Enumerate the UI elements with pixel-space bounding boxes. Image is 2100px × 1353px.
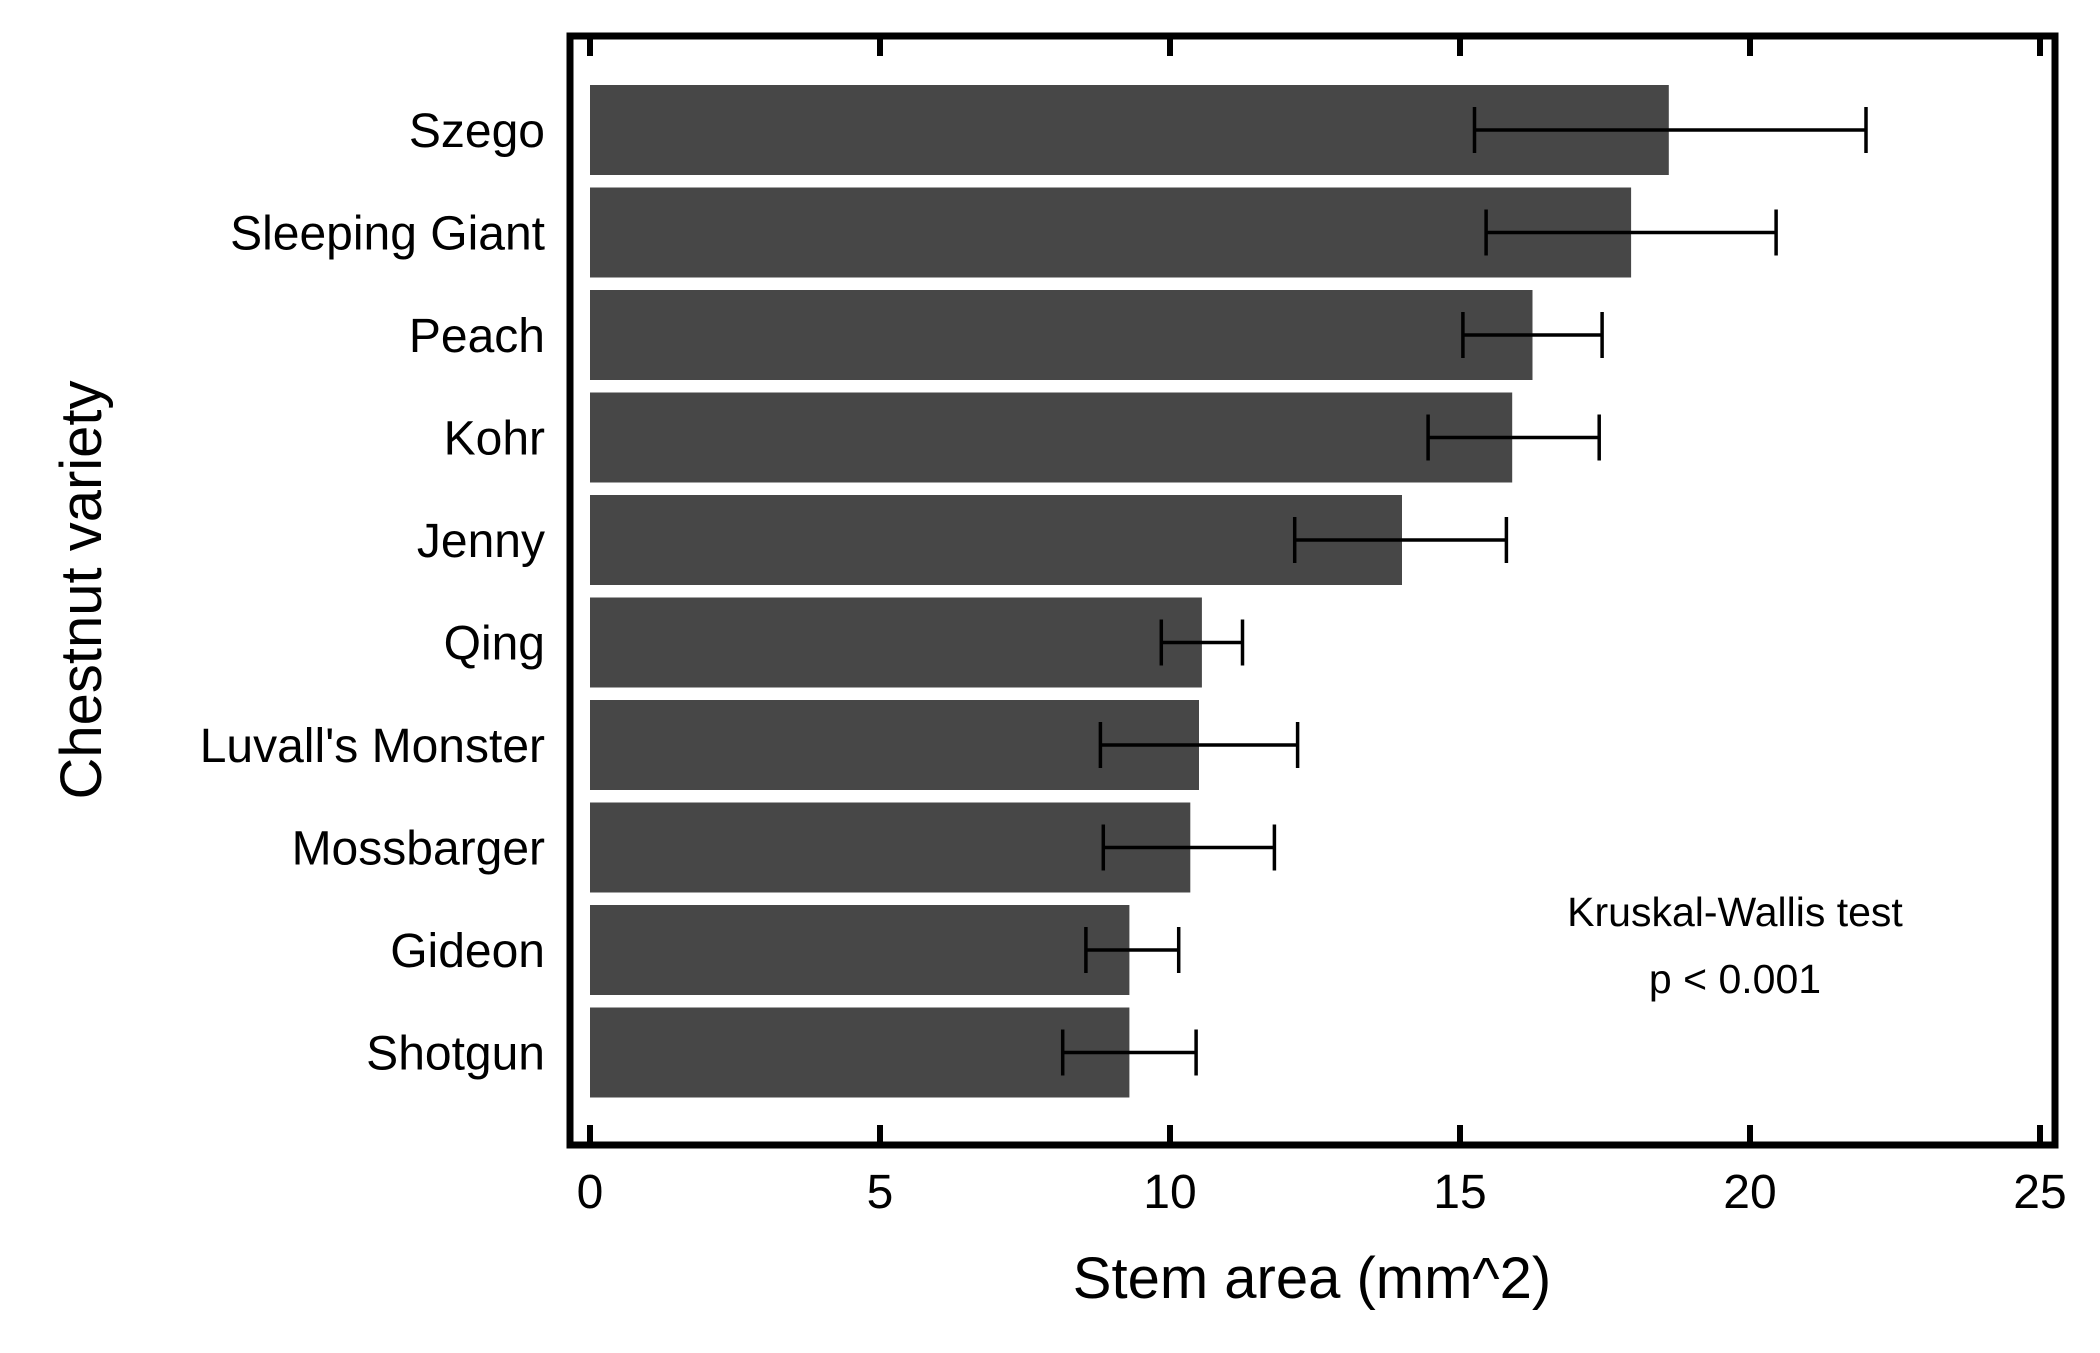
error-bar-gideon [1084,927,1181,973]
bar-peach [590,290,1533,380]
category-label-sleeping-giant: Sleeping Giant [230,208,545,261]
test-annotation-line-1: Kruskal-Wallis test [1567,889,1903,935]
category-label-shotgun: Shotgun [366,1028,545,1081]
error-bar-sleeping-giant [1484,209,1778,256]
bar-shotgun [590,1007,1130,1098]
category-label-szego: Szego [409,105,545,158]
error-bar-qing [1159,619,1245,666]
x-tick-label-25: 25 [2013,1166,2066,1219]
x-tick-label-5: 5 [867,1166,894,1219]
category-label-kohr: Kohr [444,413,545,466]
bar-luvall-s-monster [590,700,1199,790]
x-axis-ticks: 0 5 10 15 20 25 [577,39,2067,1219]
x-tick-label-10: 10 [1143,1166,1196,1219]
category-label-gideon: Gideon [390,925,545,978]
plot-frame [566,32,2059,1149]
x-tick-label-0: 0 [577,1166,604,1219]
category-label-jenny: Jenny [417,515,545,568]
error-bar-mossbarger [1101,824,1277,871]
error-bar-jenny [1292,517,1509,563]
error-bar-shotgun [1060,1029,1198,1076]
category-label-peach: Peach [409,310,545,363]
error-bar-peach [1461,312,1604,358]
x-axis-title: Stem area (mm^2) [1073,1246,1551,1311]
y-axis-title: Chestnut variety [49,380,114,799]
category-label-qing: Qing [444,618,545,671]
error-bars [1060,107,1868,1076]
bar-mossbarger [590,802,1191,893]
error-bar-luvall-s-monster [1098,722,1300,768]
error-bar-szego [1472,107,1868,153]
error-bar-kohr [1426,414,1601,461]
bar-jenny [590,495,1402,585]
bars [590,85,1669,1098]
category-label-mossbarger: Mossbarger [292,823,545,876]
bar-qing [590,597,1202,688]
test-annotation-line-2: p < 0.001 [1649,956,1821,1002]
category-labels: Szego Sleeping Giant Peach Kohr Jenny Qing Luv… [200,105,545,1081]
x-tick-label-15: 15 [1433,1166,1486,1219]
bar-sleeping-giant [590,187,1632,278]
bar-gideon [590,905,1130,995]
category-label-luvall-s-monster: Luvall's Monster [200,720,545,773]
x-tick-label-20: 20 [1723,1166,1776,1219]
bar-kohr [590,392,1513,483]
